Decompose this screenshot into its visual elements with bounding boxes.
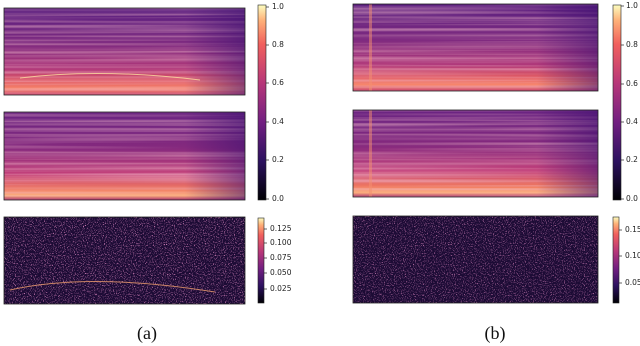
frame	[352, 215, 599, 304]
onset	[369, 4, 372, 91]
harmonic	[9, 280, 216, 293]
tick-label: 0.6	[272, 78, 284, 87]
colorbar-ticks: 1.0 0.8 0.6 0.4 0.2 0.0	[621, 1, 638, 203]
colorbar-ticks: 0.125 0.100 0.075 0.050 0.025	[264, 224, 292, 293]
tick-label: 0.15	[625, 225, 640, 234]
tick-label: 0.0	[272, 194, 284, 203]
tick-label: 0.025	[270, 284, 292, 293]
spectrogram-shade	[353, 4, 598, 91]
tick-label: 0.100	[270, 238, 292, 247]
tick-label: 0.075	[270, 253, 292, 262]
colorbar-ticks: 1.0 0.8 0.6 0.4 0.2 0.0	[266, 2, 284, 203]
frame	[352, 109, 599, 198]
colorbar	[257, 4, 267, 201]
spectrogram-shade	[353, 110, 598, 197]
tick-label: 0.10	[625, 251, 640, 260]
onset	[369, 110, 372, 197]
colorbar	[612, 216, 620, 304]
tick-label: 0.8	[626, 40, 638, 49]
colorbar	[612, 4, 622, 201]
frame	[3, 7, 246, 96]
tick-label: 0.2	[626, 155, 638, 164]
frame	[352, 3, 599, 92]
caption: (a)	[137, 323, 157, 344]
panel-a: 1.0 0.8 0.6 0.4 0.2 0.0 0.125 0.100 0.07…	[3, 2, 292, 344]
tick-label: 0.2	[272, 155, 284, 164]
tick-label: 0.4	[272, 117, 284, 126]
spectrogram-shade	[4, 112, 245, 200]
tick-label: 0.6	[626, 79, 638, 88]
caption: (b)	[485, 323, 506, 344]
tick-label: 1.0	[626, 1, 638, 10]
tick-label: 0.050	[270, 268, 292, 277]
harmonic	[19, 72, 201, 81]
tick-label: 0.05	[625, 278, 640, 287]
colorbar-ticks: 0.15 0.10 0.05	[619, 225, 640, 287]
difference-noise	[4, 217, 245, 304]
colorbar	[257, 217, 265, 304]
tick-label: 0.0	[626, 194, 638, 203]
frame	[3, 111, 246, 201]
frame	[3, 216, 246, 305]
tick-label: 1.0	[272, 2, 284, 11]
spectrogram-shade	[4, 8, 245, 95]
tick-label: 0.125	[270, 224, 292, 233]
panel-b: 1.0 0.8 0.6 0.4 0.2 0.0 0.15 0.10 0.05 (…	[352, 1, 640, 344]
difference-noise	[353, 216, 598, 303]
tick-label: 0.8	[272, 40, 284, 49]
tick-label: 0.4	[626, 117, 638, 126]
